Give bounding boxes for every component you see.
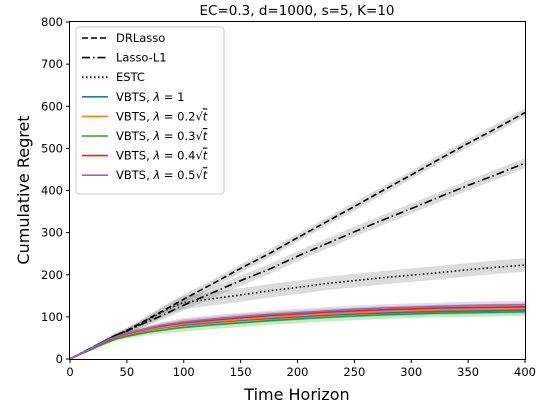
legend-label: VBTS, λ = 0.4√t [116, 149, 208, 163]
y-tick-label: 800 [41, 15, 63, 29]
series-lines [69, 111, 526, 360]
legend-box [75, 26, 225, 195]
confidence-band [70, 108, 525, 360]
x-tick-label: 300 [400, 365, 422, 379]
legend-label: VBTS, λ = 1 [116, 90, 184, 104]
legend-label: VBTS, λ = 0.2√t [116, 109, 208, 123]
x-tick-label: 100 [173, 365, 195, 379]
y-axis-ticks: 0 100 200 300 400 500 600 700 800 [41, 15, 70, 366]
legend-label: ESTC [116, 70, 145, 84]
y-tick-label: 500 [41, 141, 63, 155]
chart-title: EC=0.3, d=1000, s=5, K=10 [200, 3, 395, 19]
y-tick-label: 200 [41, 268, 63, 282]
legend-label: VBTS, λ = 0.3√t [116, 129, 208, 143]
y-axis-label: Cumulative Regret [14, 115, 33, 264]
y-tick-label: 300 [41, 226, 63, 240]
x-tick-label: 0 [66, 365, 73, 379]
y-tick-label: 400 [41, 184, 63, 198]
x-tick-label: 200 [287, 365, 309, 379]
y-tick-label: 0 [56, 352, 63, 366]
legend-label: DRLasso [116, 31, 165, 45]
x-tick-label: 350 [457, 365, 479, 379]
x-axis-ticks: 0 50 100 150 200 250 300 350 400 [66, 359, 536, 379]
legend-label: VBTS, λ = 0.5√t [116, 168, 208, 182]
y-tick-label: 100 [41, 310, 63, 324]
legend: DRLasso Lasso-L1 ESTC VBTS, λ = 1 VBTS, λ = … [75, 26, 225, 195]
x-axis-label: Time Horizon [243, 385, 349, 404]
y-tick-label: 600 [41, 99, 63, 113]
x-tick-label: 400 [514, 365, 536, 379]
x-tick-label: 50 [120, 365, 135, 379]
series-line [69, 311, 526, 360]
y-tick-label: 700 [41, 57, 63, 71]
x-tick-label: 250 [343, 365, 365, 379]
x-tick-label: 150 [230, 365, 252, 379]
legend-label: Lasso-L1 [116, 51, 167, 65]
series-line [69, 303, 526, 360]
series-line [69, 162, 526, 360]
